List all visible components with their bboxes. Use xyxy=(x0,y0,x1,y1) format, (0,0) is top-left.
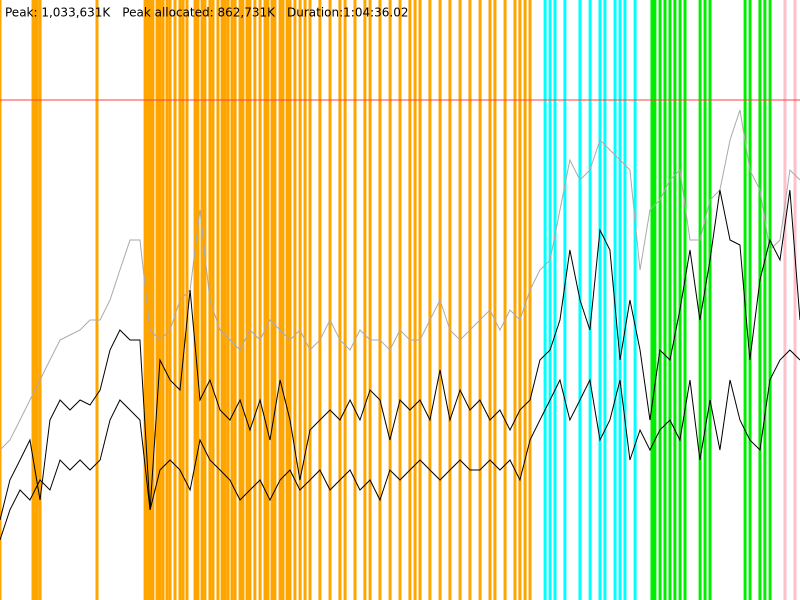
header-text: Peak allocated: 862,731K xyxy=(122,6,276,20)
header-text: Peak: 1,033,631K xyxy=(5,6,111,20)
memory-line xyxy=(0,109,800,451)
memory-line xyxy=(0,189,800,521)
memory-line xyxy=(0,349,800,541)
line-layer xyxy=(0,109,800,541)
header: Peak: 1,033,631K Peak allocated: 862,731K… xyxy=(5,6,409,20)
header-text: Duration:1:04:36.02 xyxy=(287,6,409,20)
